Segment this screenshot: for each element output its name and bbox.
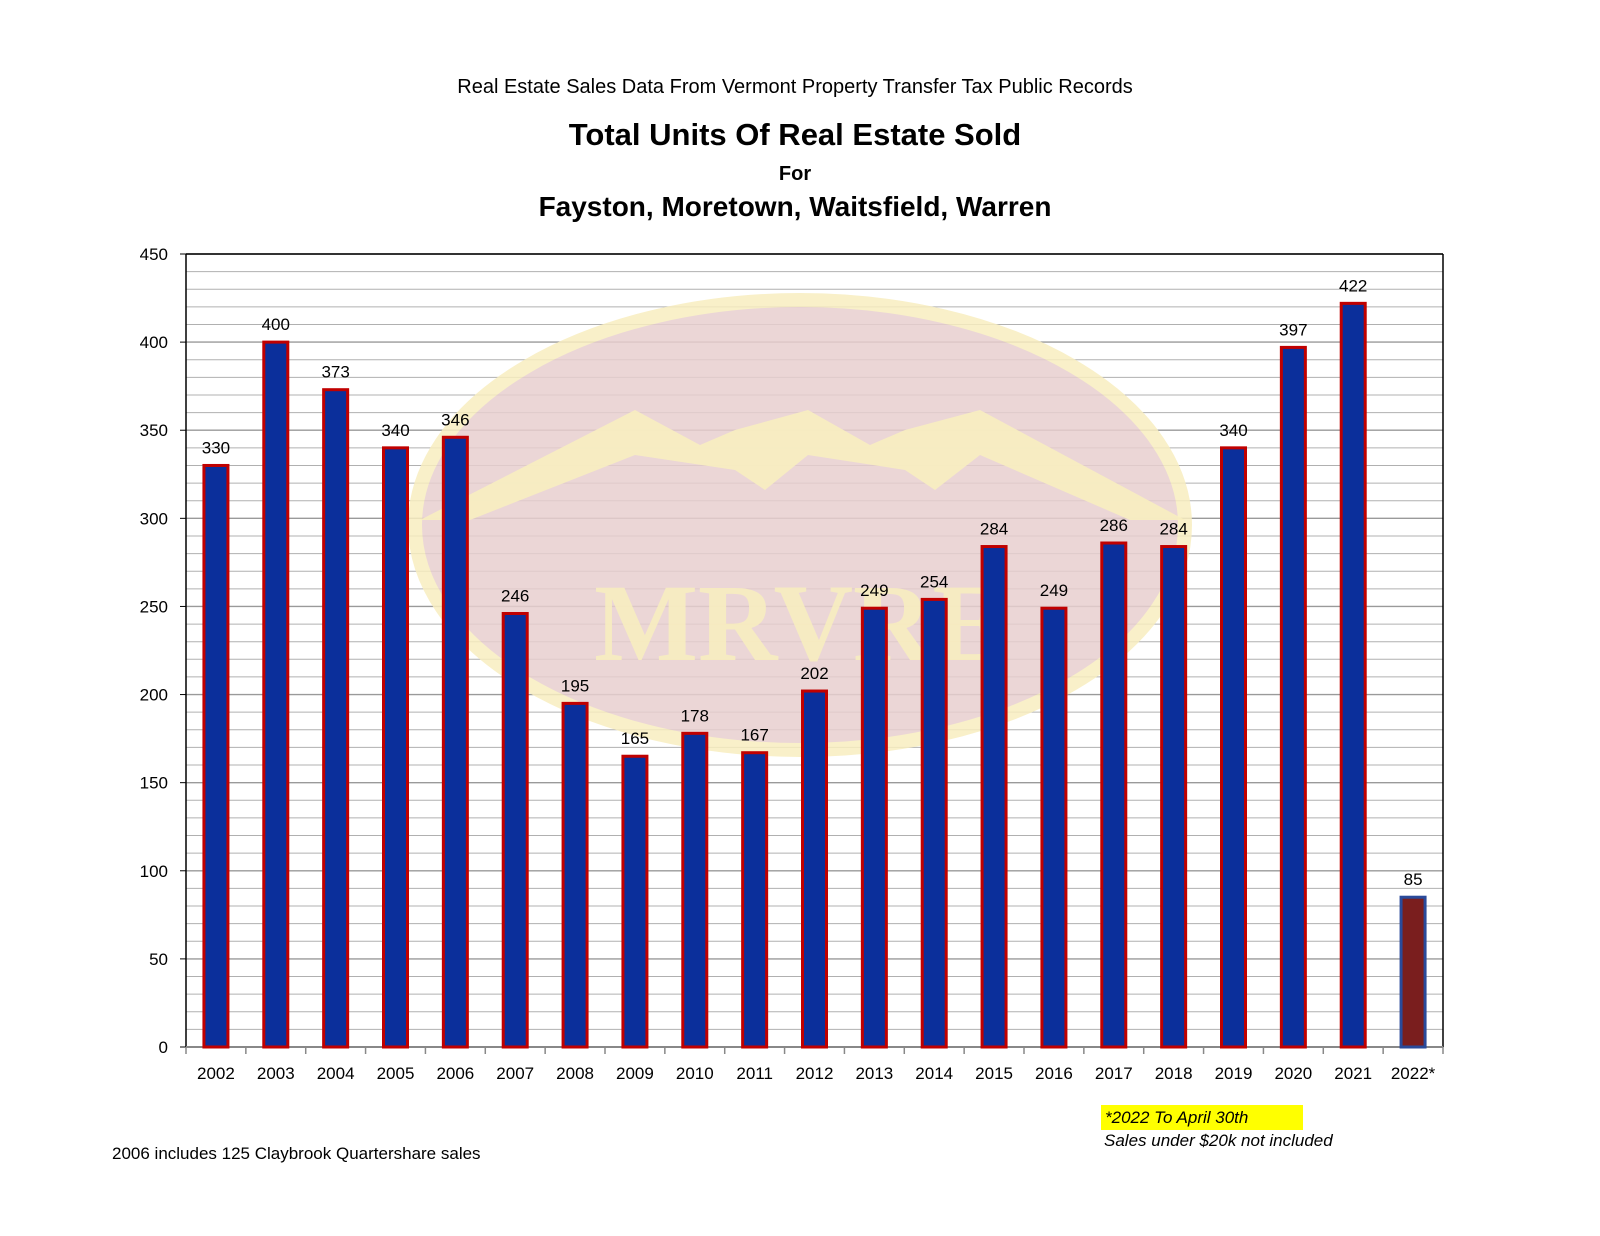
x-tick-label: 2002 bbox=[197, 1064, 235, 1083]
footnote-2022-highlight: *2022 To April 30th bbox=[1101, 1105, 1303, 1130]
bar bbox=[860, 606, 888, 1049]
bar-value-label: 165 bbox=[621, 729, 649, 748]
bar bbox=[501, 611, 529, 1049]
bar bbox=[1100, 541, 1128, 1049]
bar-value-label: 195 bbox=[561, 676, 589, 695]
bar-value-label: 346 bbox=[441, 410, 469, 429]
x-tick-label: 2012 bbox=[796, 1064, 834, 1083]
x-tick-label: 2009 bbox=[616, 1064, 654, 1083]
bar bbox=[382, 446, 409, 1049]
x-tick-label: 2019 bbox=[1215, 1064, 1253, 1083]
chart-for-line: For bbox=[778, 163, 812, 185]
x-tick-label: 2013 bbox=[855, 1064, 893, 1083]
bar-value-label: 249 bbox=[860, 581, 888, 600]
bar bbox=[801, 689, 828, 1049]
x-tick-label: 2011 bbox=[736, 1064, 773, 1083]
x-tick-label: 2006 bbox=[436, 1064, 474, 1083]
bar bbox=[741, 751, 769, 1049]
y-tick-label: 450 bbox=[140, 245, 168, 264]
bar bbox=[262, 340, 290, 1049]
bar-value-label: 340 bbox=[1219, 421, 1247, 440]
chart-source-line: Real Estate Sales Data From Vermont Prop… bbox=[457, 76, 1133, 98]
bar bbox=[1279, 345, 1307, 1049]
bar-value-label: 373 bbox=[321, 363, 349, 382]
bar-value-label: 246 bbox=[501, 586, 529, 605]
x-tick-label: 2003 bbox=[257, 1064, 295, 1083]
bars: 330 400 373 340 346 246 195 165 178 167 202 249 254 2… bbox=[202, 276, 1427, 1049]
bar-value-label: 340 bbox=[381, 421, 409, 440]
chart-title: Total Units Of Real Estate Sold bbox=[568, 117, 1022, 152]
bar-value-label: 422 bbox=[1339, 276, 1367, 295]
bar bbox=[980, 545, 1008, 1049]
y-tick-label: 100 bbox=[140, 862, 168, 881]
y-tick-label: 150 bbox=[140, 774, 168, 793]
x-tick-label: 2015 bbox=[975, 1064, 1013, 1083]
x-tick-label: 2008 bbox=[556, 1064, 594, 1083]
bar bbox=[1399, 895, 1427, 1049]
bar bbox=[1220, 446, 1247, 1049]
bar bbox=[920, 597, 948, 1049]
bar-value-label: 286 bbox=[1100, 516, 1128, 535]
y-tick-label: 400 bbox=[140, 333, 168, 352]
x-tick-label: 2016 bbox=[1035, 1064, 1073, 1083]
x-tick-label: 2018 bbox=[1155, 1064, 1193, 1083]
y-tick-label: 0 bbox=[159, 1038, 168, 1057]
bar-value-label: 284 bbox=[1159, 520, 1187, 539]
x-tick-label: 2017 bbox=[1095, 1064, 1133, 1083]
axes: 0 50 100 150 200 250 300 350 400 450 2002 2003 2004 2… bbox=[140, 245, 1444, 1083]
x-tick-label: 2022* bbox=[1391, 1064, 1436, 1083]
x-tick-label: 2007 bbox=[496, 1064, 534, 1083]
x-tick-label: 2014 bbox=[915, 1064, 953, 1083]
bar bbox=[561, 701, 589, 1049]
y-tick-label: 350 bbox=[140, 421, 168, 440]
footnote-exclusion: Sales under $20k not included bbox=[1104, 1131, 1333, 1150]
bar-value-label: 178 bbox=[681, 706, 709, 725]
bar bbox=[322, 388, 350, 1049]
bar bbox=[1160, 545, 1188, 1049]
bar-value-label: 85 bbox=[1404, 870, 1423, 889]
x-tick-label: 2004 bbox=[317, 1064, 355, 1083]
y-tick-label: 250 bbox=[140, 597, 168, 616]
bar-value-label: 202 bbox=[800, 664, 828, 683]
y-tick-label: 300 bbox=[140, 509, 168, 528]
bar-value-label: 284 bbox=[980, 520, 1008, 539]
bar bbox=[202, 463, 230, 1049]
bar-value-label: 397 bbox=[1279, 320, 1307, 339]
bar-value-label: 400 bbox=[262, 315, 290, 334]
bar-value-label: 330 bbox=[202, 438, 230, 457]
x-tick-label: 2021 bbox=[1334, 1064, 1372, 1083]
bar bbox=[681, 731, 709, 1049]
y-tick-label: 50 bbox=[149, 950, 168, 969]
x-tick-label: 2010 bbox=[676, 1064, 714, 1083]
bar bbox=[1040, 606, 1068, 1049]
bar bbox=[441, 435, 469, 1049]
y-tick-label: 200 bbox=[140, 686, 168, 705]
chart-subtitle: Fayston, Moretown, Waitsfield, Warren bbox=[538, 191, 1052, 222]
x-tick-label: 2005 bbox=[377, 1064, 415, 1083]
footnote-claybrook: 2006 includes 125 Claybrook Quartershare… bbox=[112, 1144, 481, 1163]
bar-value-label: 249 bbox=[1040, 581, 1068, 600]
bar-value-label: 254 bbox=[920, 572, 948, 591]
bar bbox=[1339, 301, 1367, 1049]
bar bbox=[621, 754, 649, 1049]
x-tick-label: 2020 bbox=[1274, 1064, 1312, 1083]
bar-value-label: 167 bbox=[740, 726, 768, 745]
